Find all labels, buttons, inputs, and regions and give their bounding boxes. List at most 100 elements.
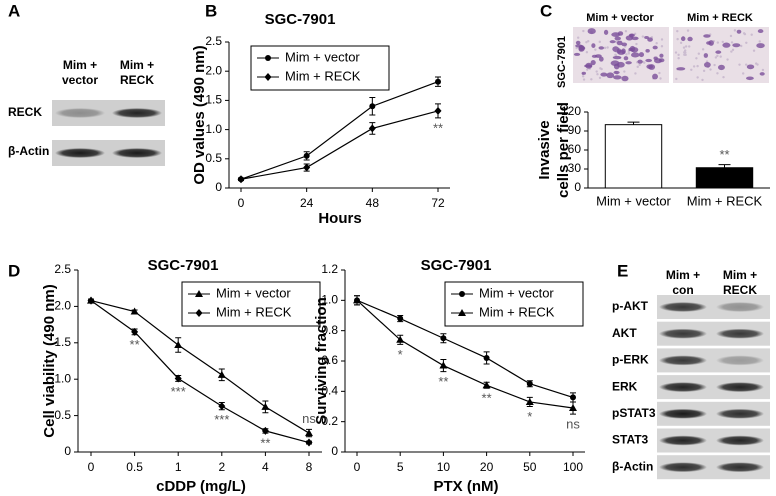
- legend-label: Mim + vector: [479, 285, 554, 300]
- cell: [631, 36, 639, 41]
- cell: [680, 36, 686, 42]
- cell: [638, 52, 645, 58]
- pore: [623, 70, 626, 73]
- pore: [719, 55, 722, 58]
- x-tick-label: 10: [437, 460, 451, 474]
- blot-header: Mim +: [723, 268, 757, 282]
- series-line: [240, 110, 439, 180]
- point: [434, 106, 442, 115]
- cell: [581, 71, 586, 75]
- pore: [624, 30, 628, 33]
- pore: [676, 37, 679, 41]
- y-tick-label: 1.5: [54, 335, 71, 349]
- legend-label: Mim + vector: [216, 285, 291, 300]
- cell: [715, 50, 722, 54]
- pore: [726, 58, 729, 61]
- cell: [732, 43, 741, 48]
- panel-label: E: [617, 261, 628, 280]
- cell: [757, 29, 764, 34]
- pore: [674, 51, 678, 54]
- pore: [596, 73, 599, 76]
- point: [353, 296, 361, 304]
- cell: [590, 59, 596, 66]
- cell: [703, 34, 711, 38]
- y-tick-label: 0.4: [321, 384, 338, 398]
- blot-header: Mim +: [666, 268, 700, 282]
- blot-header: Mim +: [63, 58, 97, 72]
- y-tick-label: 2.5: [205, 34, 222, 48]
- legend-label: Mim + vector: [285, 49, 360, 64]
- annotation: *: [527, 409, 532, 424]
- micrograph: [573, 27, 669, 83]
- pore: [683, 53, 686, 56]
- bar: [695, 167, 754, 189]
- annotation: *: [398, 347, 403, 362]
- cell: [594, 54, 602, 58]
- pore: [733, 29, 737, 32]
- cell: [621, 42, 628, 47]
- cell: [756, 43, 765, 49]
- cell: [645, 58, 653, 63]
- pore: [716, 41, 720, 44]
- pore: [677, 56, 680, 60]
- x-axis-label: cDDP (mg/L): [156, 478, 246, 495]
- blot-header: Mim +: [120, 58, 154, 72]
- blot-e: [657, 295, 770, 480]
- cell: [659, 53, 664, 58]
- pore: [582, 78, 586, 81]
- pore: [701, 48, 705, 51]
- pore: [638, 63, 641, 67]
- cell: [610, 60, 620, 66]
- cell-line-label: SGC-7901: [556, 36, 568, 88]
- pore: [690, 68, 693, 71]
- pore: [675, 77, 678, 81]
- cell: [614, 36, 621, 41]
- pore: [590, 78, 593, 81]
- pore: [603, 46, 607, 50]
- pore: [581, 75, 585, 78]
- pore: [594, 48, 597, 51]
- pore: [686, 29, 690, 32]
- error-bar: [627, 121, 640, 125]
- x-tick-label: 48: [366, 196, 380, 210]
- cell: [613, 70, 620, 75]
- blot-row-label: β-Actin: [612, 459, 653, 473]
- pore: [585, 51, 589, 54]
- y-tick-label: 2.0: [205, 63, 222, 77]
- point: [305, 429, 313, 437]
- pore: [606, 46, 609, 49]
- cell: [687, 36, 693, 42]
- x-tick-label: 2: [218, 460, 225, 474]
- micrograph: [673, 27, 769, 83]
- blot-row-label: p-AKT: [612, 299, 649, 313]
- annotation: ***: [214, 412, 229, 427]
- blot-band: [716, 462, 764, 473]
- invasion-images: [573, 27, 769, 83]
- point: [483, 354, 490, 361]
- blot-band: [659, 302, 707, 312]
- x-tick-label: 100: [563, 460, 583, 474]
- blot-row-label: AKT: [612, 326, 637, 340]
- blot-band: [659, 382, 707, 393]
- cell: [676, 67, 686, 71]
- cell: [717, 64, 725, 71]
- chart-title: SGC-7901: [148, 257, 219, 274]
- blot-band: [112, 108, 162, 118]
- pore: [714, 56, 718, 59]
- series-line: [90, 300, 310, 444]
- legend-box: [181, 281, 321, 327]
- y-tick-label: 0.5: [54, 408, 71, 422]
- series-line: [356, 299, 574, 409]
- cell: [609, 40, 616, 44]
- pore: [655, 42, 658, 45]
- series-line: [356, 299, 574, 398]
- cell: [591, 43, 596, 48]
- error-bar: [718, 164, 731, 168]
- cell: [645, 48, 650, 53]
- pore: [696, 76, 699, 79]
- point: [303, 163, 311, 172]
- pore: [586, 68, 589, 71]
- y-tick-label: 2.5: [54, 262, 71, 276]
- pore: [716, 72, 719, 75]
- y-tick-label: 0.2: [321, 414, 338, 428]
